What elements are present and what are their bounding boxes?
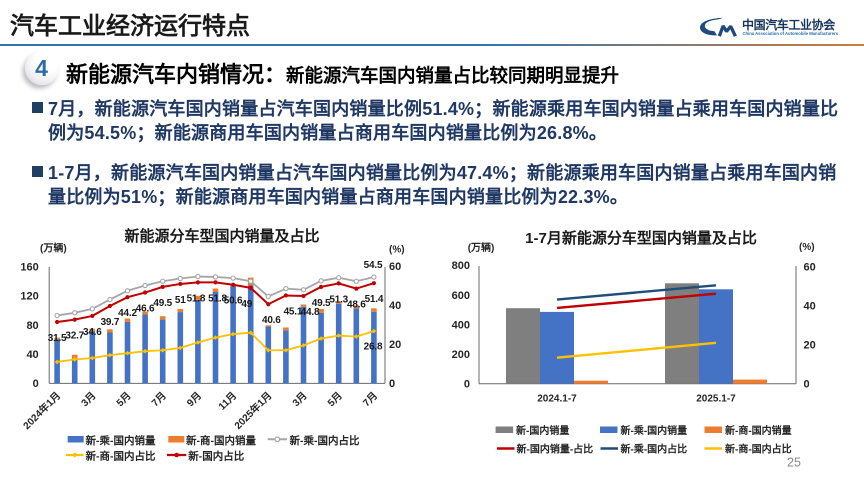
svg-text:49.5: 49.5	[312, 298, 331, 309]
svg-text:51.8: 51.8	[187, 293, 206, 304]
svg-text:新-商-国内占比: 新-商-国内占比	[86, 450, 156, 463]
svg-text:39.7: 39.7	[101, 317, 120, 328]
svg-text:5月: 5月	[325, 390, 344, 409]
svg-text:51: 51	[175, 295, 186, 306]
svg-text:46.6: 46.6	[136, 304, 155, 315]
svg-text:2025.1-7: 2025.1-7	[696, 394, 736, 405]
svg-text:200: 200	[452, 349, 470, 361]
svg-text:新能源分车型国内销量及占比: 新能源分车型国内销量及占比	[124, 227, 319, 245]
svg-text:3月: 3月	[79, 390, 98, 409]
svg-text:2024年1月: 2024年1月	[20, 389, 63, 432]
svg-text:11月: 11月	[216, 390, 239, 413]
svg-text:20: 20	[804, 340, 816, 352]
svg-text:45.1: 45.1	[284, 306, 303, 317]
svg-text:20: 20	[389, 339, 401, 351]
svg-text:7月: 7月	[361, 390, 380, 409]
svg-text:51.4: 51.4	[365, 294, 384, 305]
svg-text:44.2: 44.2	[118, 308, 137, 319]
svg-text:50.6: 50.6	[224, 296, 243, 307]
svg-text:0: 0	[33, 378, 39, 390]
svg-text:400: 400	[452, 319, 470, 331]
svg-text:51.3: 51.3	[329, 294, 348, 305]
svg-text:120: 120	[20, 291, 38, 303]
svg-text:(万辆): (万辆)	[40, 242, 67, 255]
svg-text:160: 160	[20, 261, 38, 273]
svg-text:(万辆): (万辆)	[468, 241, 495, 254]
svg-text:32.7: 32.7	[65, 331, 84, 342]
svg-text:49: 49	[241, 299, 252, 310]
svg-text:40: 40	[26, 349, 38, 361]
svg-text:China Association of Automobil: China Association of Automobile Manufact…	[743, 31, 839, 36]
svg-text:0: 0	[464, 379, 470, 391]
svg-text:5月: 5月	[114, 390, 133, 409]
svg-text:新-乘-国内销量: 新-乘-国内销量	[621, 424, 688, 437]
svg-text:600: 600	[452, 290, 470, 302]
svg-text:34.6: 34.6	[83, 327, 102, 338]
svg-text:(%): (%)	[389, 245, 405, 256]
svg-text:新-乘-国内销量: 新-乘-国内销量	[86, 434, 156, 447]
svg-text:2024.1-7: 2024.1-7	[537, 394, 577, 405]
svg-text:60: 60	[389, 261, 401, 273]
svg-text:7月: 7月	[149, 390, 168, 409]
svg-text:1-7月新能源分车型国内销量及占比: 1-7月新能源分车型国内销量及占比	[525, 229, 757, 247]
svg-text:新-国内占比: 新-国内占比	[188, 450, 244, 463]
svg-text:51.8: 51.8	[208, 293, 227, 304]
svg-text:48.6: 48.6	[347, 300, 366, 311]
svg-text:中国汽车工业协会: 中国汽车工业协会	[742, 17, 836, 32]
svg-text:49.5: 49.5	[153, 298, 172, 309]
svg-text:40: 40	[804, 301, 816, 313]
svg-text:800: 800	[452, 260, 470, 272]
svg-text:44.8: 44.8	[301, 307, 320, 318]
svg-text:新-国内销量-占比: 新-国内销量-占比	[517, 443, 594, 456]
svg-text:9月: 9月	[185, 390, 204, 409]
svg-text:26.8: 26.8	[364, 342, 383, 353]
svg-text:新-乘-国内占比: 新-乘-国内占比	[290, 434, 360, 447]
svg-text:(%): (%)	[799, 242, 815, 253]
svg-text:新-商-国内占比: 新-商-国内占比	[725, 443, 792, 456]
svg-text:0: 0	[389, 378, 395, 390]
svg-text:0: 0	[804, 379, 810, 391]
svg-text:80: 80	[26, 320, 38, 332]
svg-text:31.5: 31.5	[48, 333, 67, 344]
svg-text:新-商-国内销量: 新-商-国内销量	[186, 434, 256, 447]
svg-text:60: 60	[804, 262, 816, 274]
svg-text:2025年1月: 2025年1月	[231, 389, 274, 432]
svg-text:25: 25	[787, 456, 801, 470]
svg-text:新-乘-国内占比: 新-乘-国内占比	[621, 443, 688, 456]
svg-text:40: 40	[389, 300, 401, 312]
svg-text:新-国内销量: 新-国内销量	[516, 424, 569, 437]
svg-text:3月: 3月	[290, 390, 309, 409]
svg-text:新-商-国内销量: 新-商-国内销量	[725, 424, 792, 437]
svg-text:54.5: 54.5	[364, 260, 383, 271]
svg-text:40.6: 40.6	[262, 315, 281, 326]
